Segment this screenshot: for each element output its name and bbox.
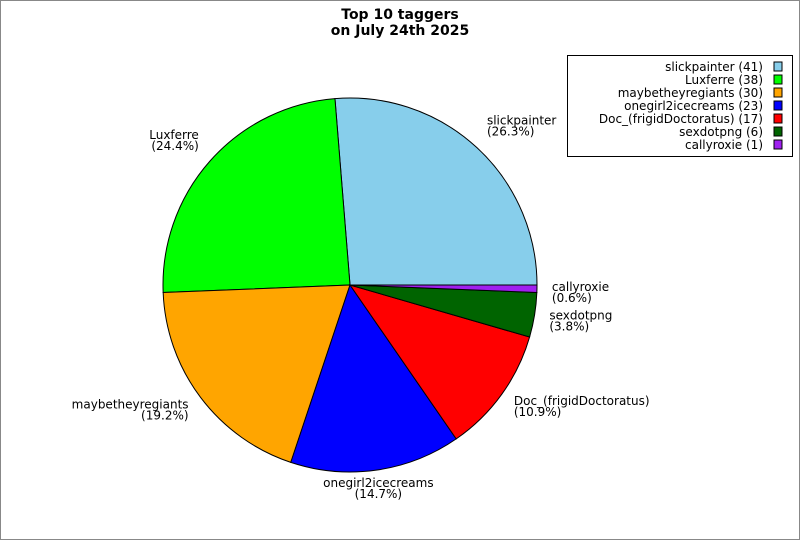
legend-swatch bbox=[773, 113, 783, 124]
pie-slice bbox=[290, 283, 457, 473]
legend-swatch bbox=[773, 74, 783, 85]
pie-slice bbox=[349, 284, 538, 294]
slice-label: callyroxie bbox=[552, 280, 609, 294]
legend-swatch bbox=[773, 87, 783, 98]
slice-label: slickpainter bbox=[487, 114, 556, 128]
slice-label: maybetheyregiants bbox=[72, 397, 189, 411]
slice-percent: (14.7%) bbox=[355, 487, 402, 501]
legend-label: callyroxie (1) bbox=[685, 138, 763, 152]
legend-label: maybetheyregiants (30) bbox=[618, 86, 763, 100]
slice-label: sexdotpng bbox=[549, 308, 612, 322]
slice-percent: (24.4%) bbox=[151, 139, 198, 153]
slice-label: Doc_(frigidDoctoratus) bbox=[514, 394, 650, 408]
chart-title: on July 24th 2025 bbox=[331, 23, 469, 39]
slice-percent: (10.9%) bbox=[514, 405, 561, 419]
legend-label: Doc_(frigidDoctoratus) (17) bbox=[599, 112, 763, 126]
slice-label: Luxferre bbox=[149, 128, 199, 142]
pie-slice bbox=[162, 98, 351, 294]
legend-label: sexdotpng (6) bbox=[679, 125, 763, 139]
legend-label: onegirl2icecreams (23) bbox=[624, 99, 763, 113]
legend-label: slickpainter (41) bbox=[665, 60, 763, 74]
legend-swatch bbox=[773, 126, 783, 137]
slice-label: onegirl2icecreams bbox=[323, 476, 433, 490]
legend-swatch bbox=[773, 61, 783, 72]
slice-percent: (19.2%) bbox=[141, 408, 188, 422]
pie-slice bbox=[334, 97, 538, 286]
legend-swatch bbox=[773, 139, 783, 150]
chart-title: Top 10 taggers bbox=[341, 7, 458, 23]
slice-percent: (3.8%) bbox=[549, 319, 589, 333]
pie-slice bbox=[348, 284, 531, 440]
legend-box bbox=[567, 55, 793, 157]
legend-swatch bbox=[773, 100, 783, 111]
legend-label: Luxferre (38) bbox=[685, 73, 763, 87]
slice-percent: (0.6%) bbox=[552, 291, 592, 305]
slice-percent: (26.3%) bbox=[487, 125, 534, 139]
pie-slice bbox=[162, 284, 351, 464]
